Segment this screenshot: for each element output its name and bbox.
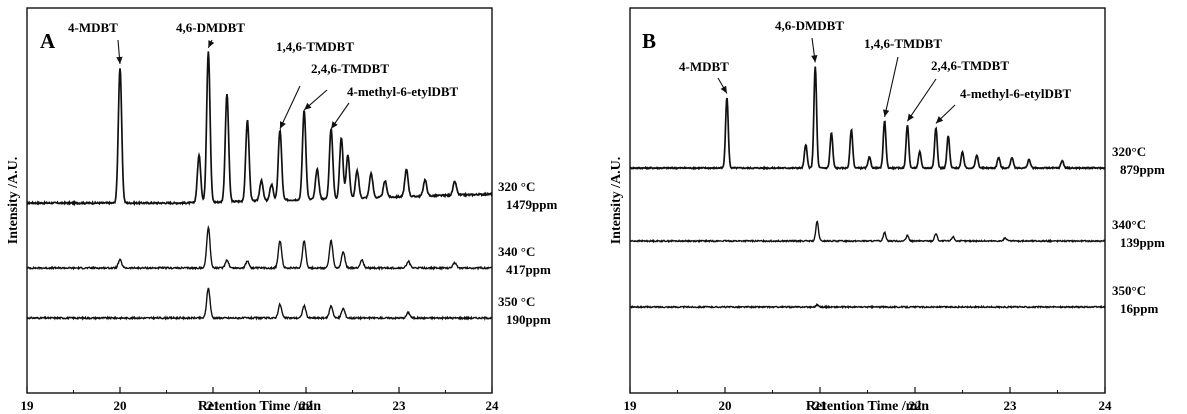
panel-label: B bbox=[642, 29, 656, 53]
annotation-arrow-line bbox=[906, 78, 937, 122]
series-trace-1 bbox=[629, 66, 1106, 171]
x-tick-label: 23 bbox=[1004, 398, 1018, 413]
annotation-arrow-head bbox=[279, 121, 286, 129]
peak-annotation: 4,6-DMDBT bbox=[775, 18, 844, 33]
annotation-arrow-head bbox=[304, 102, 312, 110]
x-tick-label: 21 bbox=[814, 398, 827, 413]
x-tick-label: 19 bbox=[624, 398, 638, 413]
peak-annotation: 1,4,6-TMDBT bbox=[276, 39, 354, 54]
peak-annotation: 4-MDBT bbox=[68, 20, 118, 35]
annotation-arrow-head bbox=[883, 109, 890, 117]
peak-annotation: 4,6-DMDBT bbox=[176, 20, 245, 35]
series-trace-3 bbox=[629, 302, 1106, 310]
annotation-arrow-head bbox=[720, 85, 727, 94]
plot-frame bbox=[26, 7, 493, 394]
x-tick-label: 19 bbox=[21, 398, 35, 413]
annotation-arrow-head bbox=[331, 121, 338, 129]
peak-annotation: 4-MDBT bbox=[679, 59, 729, 74]
series-concentration-label: 16ppm bbox=[1120, 301, 1158, 316]
panel-label: A bbox=[40, 29, 56, 53]
peak-annotation: 4-methyl-6-etylDBT bbox=[347, 84, 459, 99]
chart-panel-b: B 19 20 21 22 23 24 Retention Time /min Intensit… bbox=[609, 7, 1165, 414]
annotation-arrow-head bbox=[811, 54, 818, 63]
x-tick-label: 21 bbox=[207, 398, 220, 413]
annotation-arrow-line bbox=[884, 56, 899, 118]
series-concentration-label: 190ppm bbox=[506, 312, 551, 327]
series-temperature-label: 320 °C bbox=[498, 179, 535, 194]
annotation-arrow-head bbox=[116, 56, 123, 64]
x-axis-label: Retention Time /min bbox=[806, 399, 929, 414]
x-tick-label: 23 bbox=[393, 398, 407, 413]
peak-annotation: 2,4,6-TMDBT bbox=[931, 58, 1009, 73]
series-concentration-label: 139ppm bbox=[1120, 235, 1165, 250]
series-temperature-label: 350 °C bbox=[498, 294, 535, 309]
annotation-arrow-head bbox=[208, 40, 215, 48]
peak-annotation: 1,4,6-TMDBT bbox=[864, 36, 942, 51]
annotation-arrow-line bbox=[279, 85, 301, 130]
series-concentration-label: 1479ppm bbox=[506, 197, 557, 212]
chart-panel-a: A 19 20 21 22 23 24 Retention Time /min Intensit… bbox=[6, 7, 557, 414]
x-axis-label: Retention Time /min bbox=[198, 399, 321, 414]
x-tick-label: 22 bbox=[300, 398, 313, 413]
series-trace-3 bbox=[26, 287, 493, 321]
x-tick-label: 22 bbox=[909, 398, 922, 413]
x-tick-label: 24 bbox=[486, 398, 500, 413]
y-axis-label: Intensity /A.U. bbox=[6, 157, 21, 245]
series-trace-1 bbox=[26, 51, 493, 207]
series-temperature-label: 340°C bbox=[1112, 217, 1146, 232]
series-concentration-label: 879ppm bbox=[1120, 162, 1165, 177]
series-concentration-label: 417ppm bbox=[506, 262, 551, 277]
series-trace-2 bbox=[26, 224, 493, 271]
x-tick-label: 20 bbox=[719, 398, 732, 413]
peak-annotation: 2,4,6-TMDBT bbox=[311, 61, 389, 76]
y-axis-label: Intensity /A.U. bbox=[609, 157, 624, 245]
series-trace-2 bbox=[629, 220, 1106, 244]
x-tick-label: 20 bbox=[114, 398, 127, 413]
annotation-arrow-head bbox=[935, 116, 944, 124]
peak-annotation: 4-methyl-6-etylDBT bbox=[960, 86, 1072, 101]
series-temperature-label: 320°C bbox=[1112, 144, 1146, 159]
x-tick-label: 24 bbox=[1099, 398, 1113, 413]
series-temperature-label: 340 °C bbox=[498, 244, 535, 259]
series-temperature-label: 350°C bbox=[1112, 283, 1146, 298]
annotation-arrow-head bbox=[907, 113, 914, 122]
